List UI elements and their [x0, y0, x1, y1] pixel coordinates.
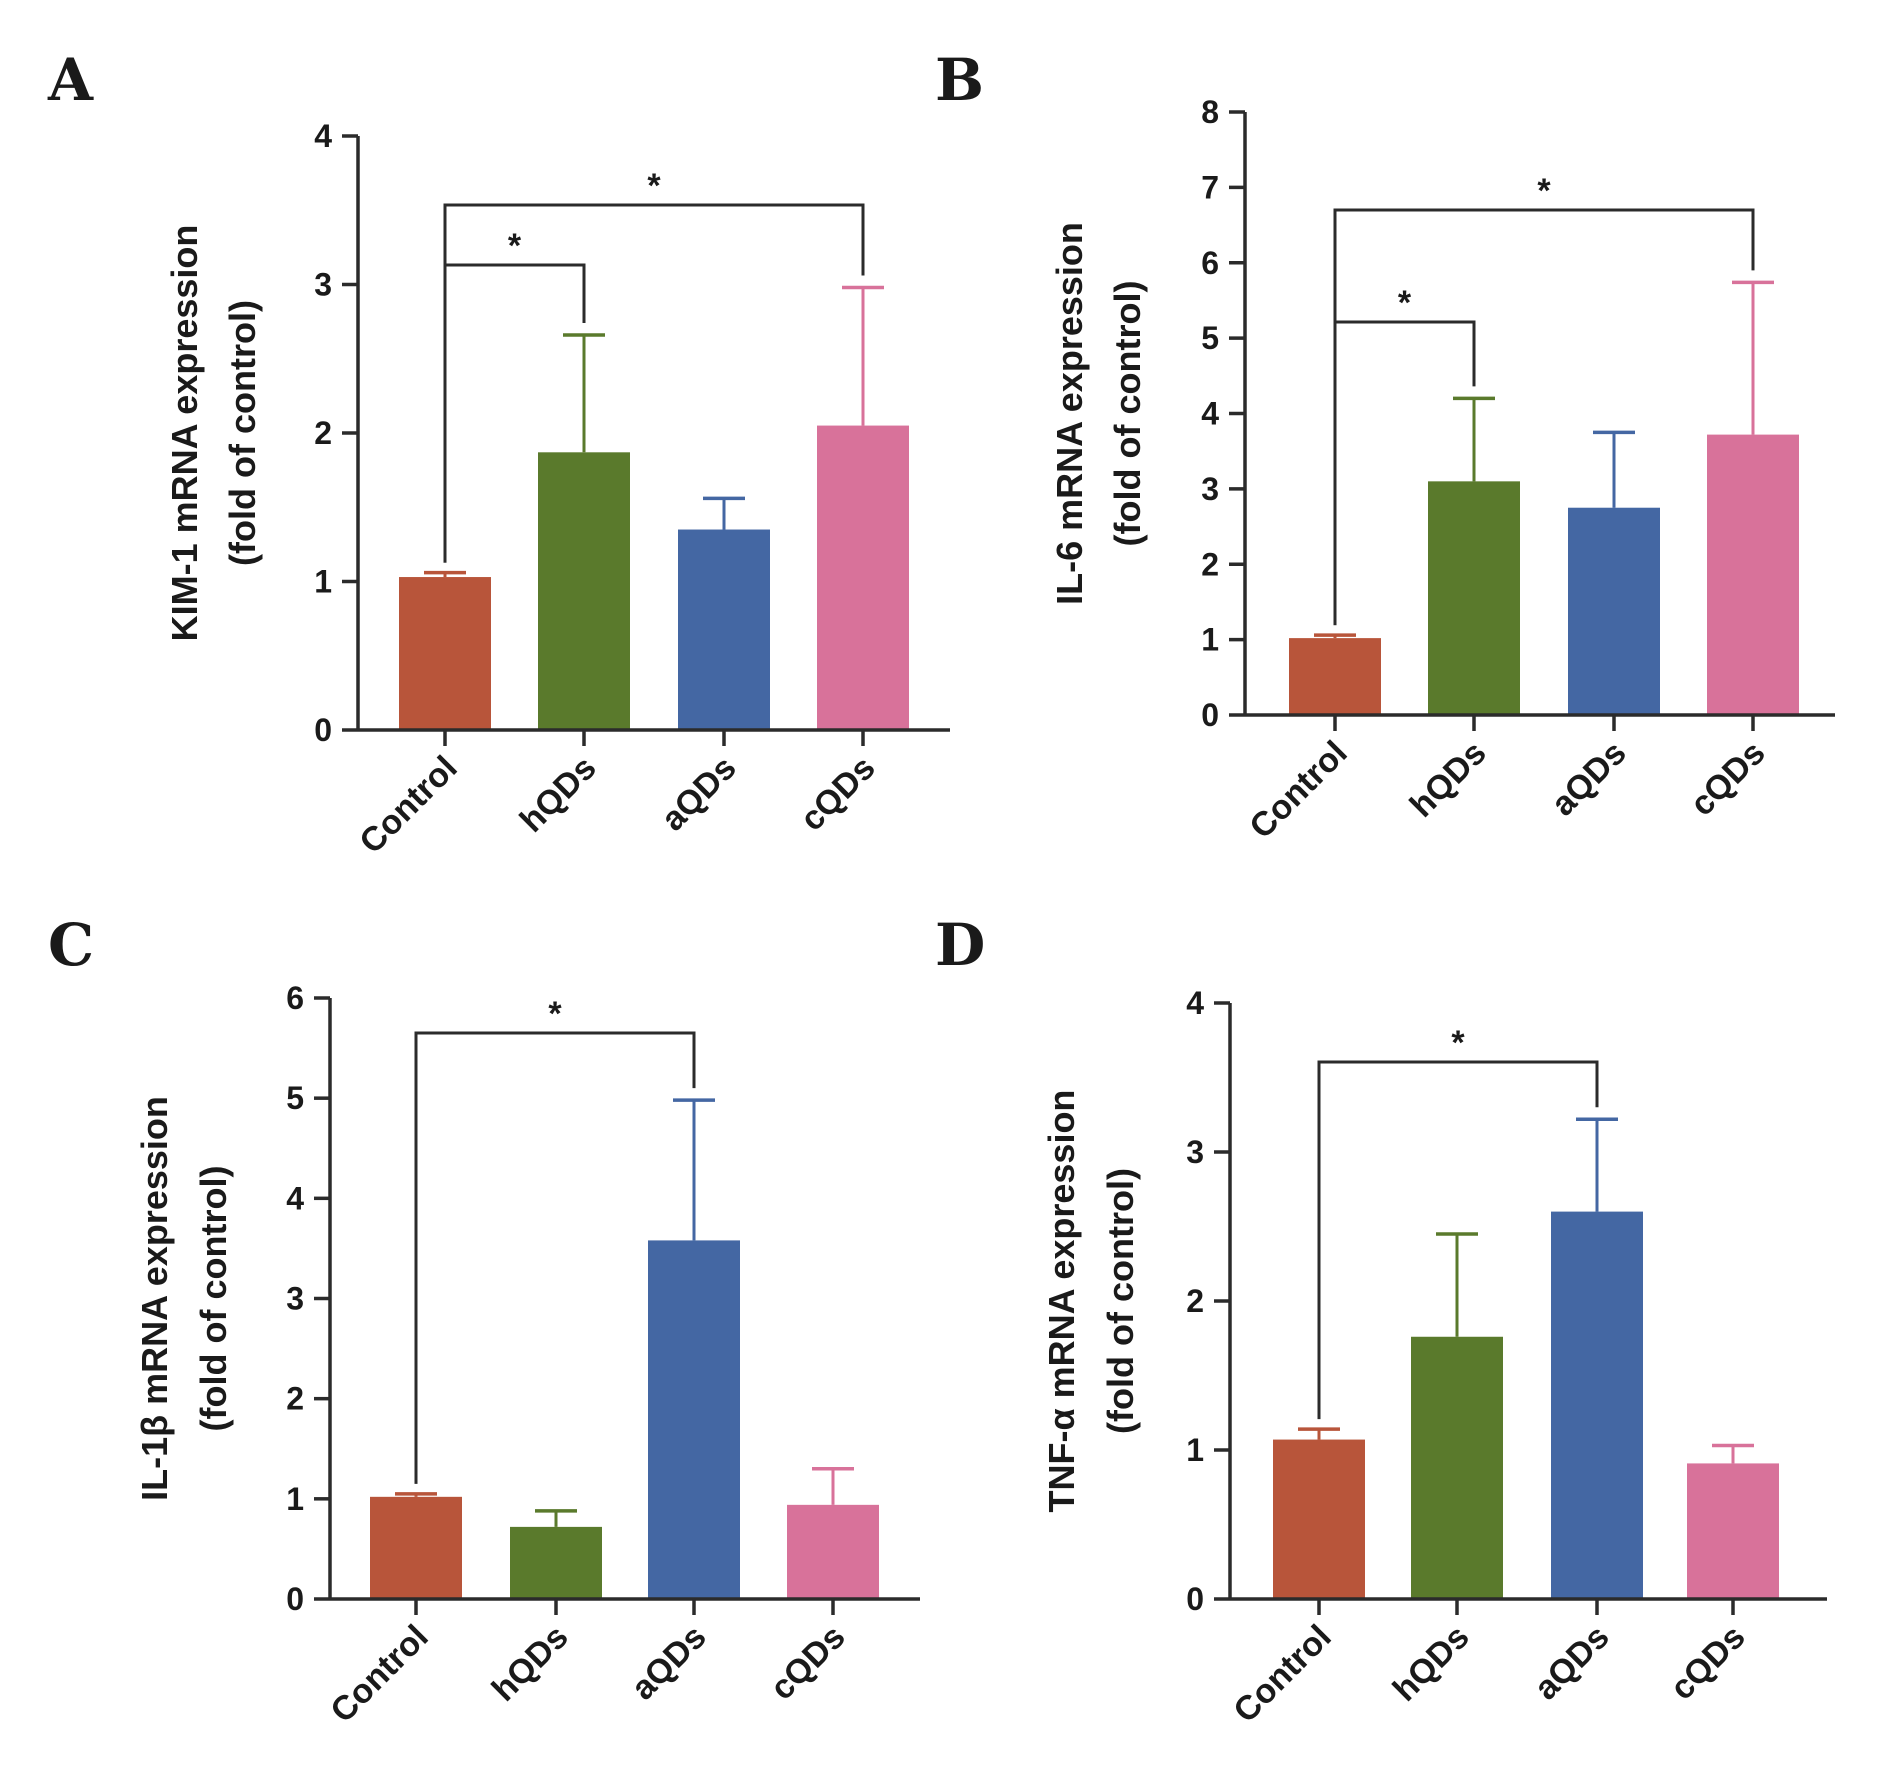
panel-letter: A — [47, 46, 94, 114]
y-tick-label: 0 — [1201, 697, 1219, 733]
chart-panel-b: B IL-6 mRNA expression (fold of control) 0 1… — [935, 46, 1835, 846]
x-tick-label: cQDs — [1663, 1618, 1753, 1708]
y-tick-label: 7 — [1201, 169, 1219, 205]
x-tick-label: aQDs — [1527, 1618, 1617, 1708]
x-tick-label: cQDs — [763, 1618, 853, 1708]
significance-star: * — [1451, 1024, 1465, 1062]
x-tick-label: Control — [1242, 734, 1354, 846]
y-axis-label: IL-1β mRNA expression — [134, 1096, 175, 1501]
significance-bracket — [414, 1031, 696, 1484]
y-axis-label-sub: (fold of control) — [222, 300, 263, 566]
y-tick-label: 2 — [286, 1381, 304, 1417]
chart-panel-c: C IL-1β mRNA expression (fold of control) 0… — [48, 911, 920, 1730]
y-tick-label: 2 — [1186, 1283, 1204, 1319]
x-tick-label: hQDs — [513, 749, 604, 840]
x-tick-label: aQDs — [1544, 734, 1634, 824]
bar-aqds — [1568, 507, 1660, 715]
bar-hqds — [1428, 481, 1520, 715]
bar-aqds — [678, 529, 770, 730]
y-tick-label: 5 — [286, 1080, 304, 1116]
panel-letter: D — [935, 911, 985, 979]
x-tick-label: Control — [323, 1618, 435, 1730]
x-tick-label: hQDs — [485, 1618, 576, 1709]
y-tick-label: 3 — [1186, 1134, 1204, 1170]
x-tick-label: hQDs — [1403, 734, 1494, 825]
bar-control — [370, 1496, 462, 1599]
x-tick-label: Control — [352, 749, 464, 861]
x-tick-label: cQDs — [1683, 734, 1773, 824]
y-tick-label: 2 — [314, 415, 332, 451]
y-axis-label-sub: (fold of control) — [1107, 281, 1148, 547]
y-tick-label: 4 — [1201, 396, 1219, 432]
bar-cqds — [817, 425, 909, 730]
chart-panel-a: A KIM-1 mRNA expression (fold of control) 0… — [47, 46, 950, 861]
y-tick-label: 1 — [314, 564, 332, 600]
bar-hqds — [510, 1526, 602, 1599]
panel-letter: B — [935, 46, 984, 114]
y-tick-label: 3 — [286, 1281, 304, 1317]
bar-cqds — [787, 1504, 879, 1599]
y-tick-label: 1 — [1186, 1432, 1204, 1468]
y-tick-label: 5 — [1201, 320, 1219, 356]
bar-hqds — [538, 452, 630, 730]
bar-cqds — [1707, 434, 1799, 715]
bar-aqds — [1551, 1211, 1643, 1599]
y-axis-label-sub: (fold of control) — [193, 1166, 234, 1432]
y-axis-label: IL-6 mRNA expression — [1049, 222, 1090, 605]
y-tick-label: 4 — [286, 1180, 304, 1216]
significance-star: * — [647, 167, 661, 205]
y-tick-label: 0 — [286, 1581, 304, 1617]
bar-control — [399, 577, 491, 730]
y-tick-label: 4 — [1186, 985, 1204, 1021]
y-axis-label-sub: (fold of control) — [1100, 1168, 1141, 1434]
y-tick-label: 3 — [1201, 471, 1219, 507]
y-tick-label: 3 — [314, 267, 332, 303]
x-tick-label: hQDs — [1386, 1618, 1477, 1709]
y-tick-label: 2 — [1201, 546, 1219, 582]
significance-star: * — [1398, 284, 1412, 322]
significance-bracket — [1317, 1060, 1599, 1420]
significance-bracket — [1333, 208, 1755, 626]
significance-star: * — [548, 995, 562, 1033]
significance-star: * — [1537, 172, 1551, 210]
x-tick-label: aQDs — [654, 749, 744, 839]
y-tick-label: 6 — [286, 980, 304, 1016]
bar-control — [1289, 638, 1381, 715]
y-tick-label: 1 — [1201, 622, 1219, 658]
y-tick-label: 4 — [314, 118, 332, 154]
panel-letter: C — [48, 911, 94, 979]
y-tick-label: 6 — [1201, 245, 1219, 281]
y-tick-label: 8 — [1201, 94, 1219, 130]
bar-aqds — [648, 1240, 740, 1599]
y-tick-label: 0 — [314, 712, 332, 748]
y-tick-label: 1 — [286, 1481, 304, 1517]
bar-cqds — [1687, 1463, 1779, 1599]
x-tick-label: cQDs — [793, 749, 883, 839]
bar-hqds — [1411, 1336, 1503, 1599]
significance-bracket — [443, 203, 865, 563]
y-tick-label: 0 — [1186, 1581, 1204, 1617]
x-tick-label: Control — [1226, 1618, 1338, 1730]
significance-star: * — [508, 227, 522, 265]
y-axis-label: KIM-1 mRNA expression — [164, 225, 205, 642]
x-tick-label: aQDs — [624, 1618, 714, 1708]
chart-panel-d: D TNF-α mRNA expression (fold of control) 0… — [935, 911, 1827, 1730]
bar-control — [1273, 1439, 1365, 1599]
y-axis-label: TNF-α mRNA expression — [1041, 1090, 1082, 1513]
